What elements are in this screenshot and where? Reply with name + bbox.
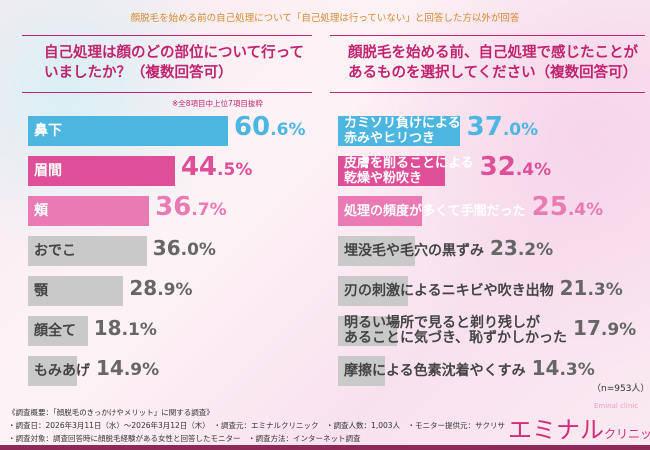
survey-footer: 《調査概要：「顔脱毛のきっかけやメリット」に関する調査》 ・調査日：2026年3… <box>8 406 505 445</box>
value-label: 21.3% <box>559 276 623 300</box>
value-label: 14.3% <box>531 356 595 380</box>
bar-label: 明るい場所で見ると剃り残しが あることに気づき、恥ずかしかった <box>344 315 568 346</box>
eminal-clinic-logo: エミナルクリニックEminal clinic <box>508 402 650 444</box>
bottom-border <box>0 445 650 450</box>
survey-condition-note: 顔脱毛を始める前の自己処理について「自己処理は行っていない」と回答した方以外が回… <box>130 13 520 24</box>
bar-label: もみあげ <box>34 362 90 379</box>
bar-label: 頬 <box>34 202 48 219</box>
footer-line: 《調査概要：「顔脱毛のきっかけやメリット」に関する調査》 <box>8 408 214 417</box>
value-label: 44.5% <box>180 152 253 182</box>
bar <box>338 356 386 386</box>
bar <box>28 236 147 266</box>
bar <box>338 116 461 146</box>
bar-label: 摩擦による色素沈着やくすみ <box>344 362 526 379</box>
bar <box>338 156 445 186</box>
footer-line: ・調査日：2026年3月11日（水）～2026年3月12日（木） ・調査元：エミ… <box>8 421 506 430</box>
bar <box>28 116 228 146</box>
bar <box>338 276 409 306</box>
bar-label: おでこ <box>34 242 76 259</box>
question-right-title: 顔脱毛を始める前、自己処理で感じたことがあるものを選択してください（複数回答可） <box>330 35 645 93</box>
bar-label: カミソリ負けによる 赤みやヒリつき <box>344 116 461 146</box>
bar-label: 眉間 <box>34 162 62 179</box>
question-left-title: 自己処理は顔のどの部位について行っていましたか？（複数回答可） <box>22 35 312 93</box>
footer-line: ・調査対象：調査回答時に顔脱毛経験がある女性と回答したモニター ・調査方法：イン… <box>8 434 361 443</box>
bar-label: 顔全て <box>34 322 76 339</box>
bar-label: 顎 <box>34 282 48 299</box>
bar <box>28 356 78 386</box>
value-label: 18.1% <box>93 316 157 340</box>
bar <box>338 196 422 226</box>
value-label: 32.4% <box>479 152 552 182</box>
bar-label: 処理の頻度が多くて手間だった <box>344 203 526 219</box>
bar-label: 鼻下 <box>34 122 62 139</box>
value-label: 36.7% <box>155 192 227 222</box>
value-label: 28.9% <box>129 276 193 300</box>
value-label: 25.4% <box>531 192 604 222</box>
value-label: 36.0% <box>152 236 216 260</box>
value-label: 14.9% <box>96 356 160 380</box>
value-label: 37.0% <box>466 112 539 142</box>
bar <box>338 316 398 346</box>
bar <box>338 236 415 266</box>
items-note: ※全8項目中上位7項目抜粋 <box>172 99 263 108</box>
bar <box>28 156 175 186</box>
value-label: 23.2% <box>490 236 554 260</box>
sample-size: （n=953人） <box>592 384 650 394</box>
value-label: 17.9% <box>573 316 637 340</box>
bar <box>28 276 124 306</box>
bar-label: 皮膚を削ることによる 乾燥や粉吹き <box>344 156 474 186</box>
bar <box>28 316 88 346</box>
bar <box>28 196 150 226</box>
bar-label: 埋没毛や毛穴の黒ずみ <box>344 242 484 259</box>
value-label: 60.6% <box>233 112 306 142</box>
bar-label: 刃の刺激によるニキビや吹き出物 <box>344 282 554 299</box>
